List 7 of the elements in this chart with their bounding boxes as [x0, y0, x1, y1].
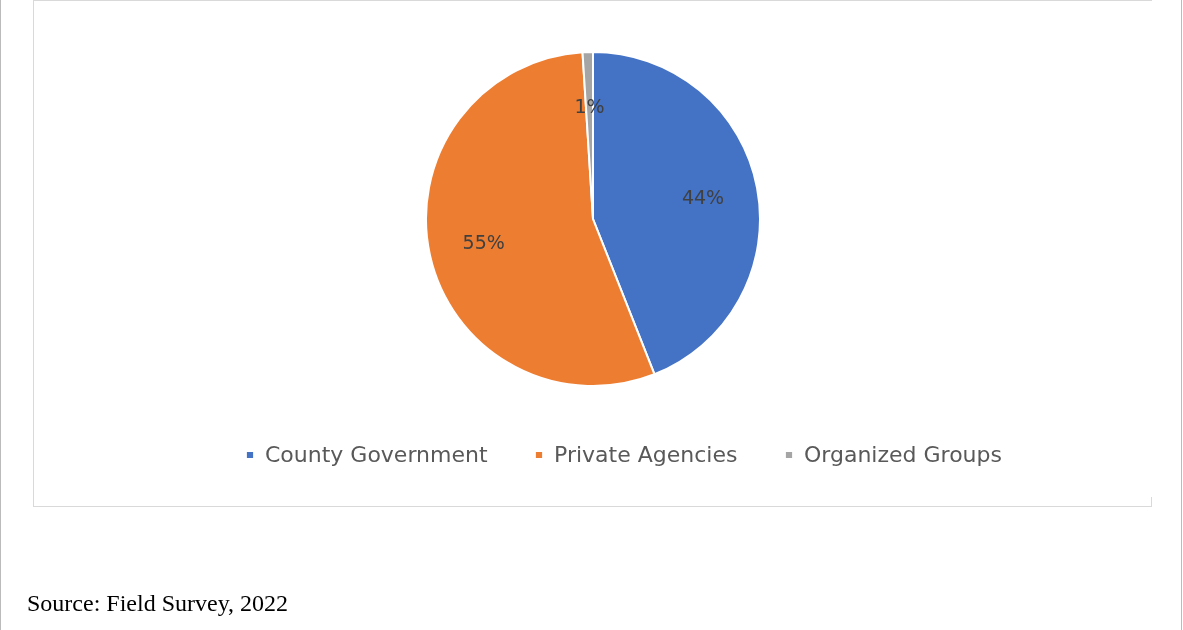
- legend-label: Organized Groups: [804, 442, 1002, 467]
- source-note: Source: Field Survey, 2022: [27, 590, 289, 617]
- legend-label: Private Agencies: [554, 442, 738, 467]
- data-label: 1%: [574, 95, 605, 118]
- data-label: 44%: [681, 186, 725, 209]
- data-label: 55%: [462, 231, 505, 254]
- legend-label: County Government: [265, 442, 488, 467]
